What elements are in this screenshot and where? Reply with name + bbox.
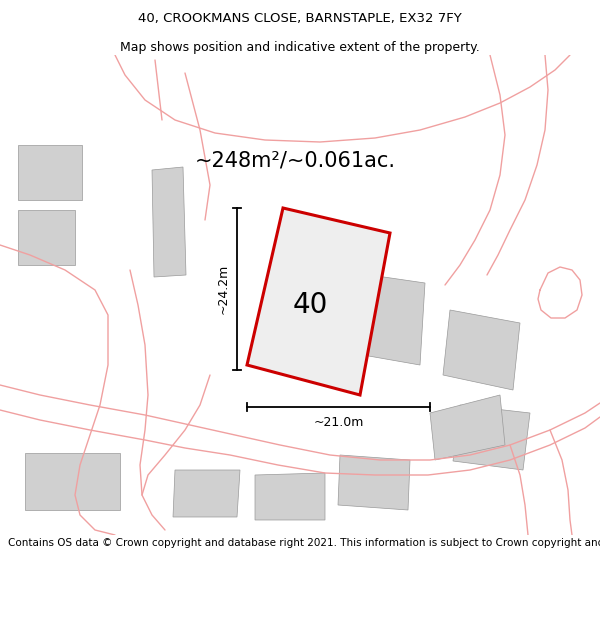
Polygon shape <box>338 455 410 510</box>
Polygon shape <box>173 470 240 517</box>
Polygon shape <box>363 275 425 365</box>
Polygon shape <box>25 453 120 510</box>
Text: 40, CROOKMANS CLOSE, BARNSTAPLE, EX32 7FY: 40, CROOKMANS CLOSE, BARNSTAPLE, EX32 7F… <box>138 12 462 25</box>
Polygon shape <box>18 210 75 265</box>
Text: ~24.2m: ~24.2m <box>217 264 229 314</box>
Polygon shape <box>283 275 370 363</box>
Text: ~21.0m: ~21.0m <box>313 416 364 429</box>
Polygon shape <box>430 395 505 460</box>
Polygon shape <box>453 405 530 470</box>
Polygon shape <box>443 310 520 390</box>
Polygon shape <box>247 208 390 395</box>
Text: Map shows position and indicative extent of the property.: Map shows position and indicative extent… <box>120 41 480 54</box>
Text: 40: 40 <box>292 291 328 319</box>
Polygon shape <box>255 473 325 520</box>
Polygon shape <box>18 145 82 200</box>
Polygon shape <box>152 167 186 277</box>
Text: Contains OS data © Crown copyright and database right 2021. This information is : Contains OS data © Crown copyright and d… <box>8 538 600 548</box>
Text: ~248m²/~0.061ac.: ~248m²/~0.061ac. <box>194 150 395 170</box>
